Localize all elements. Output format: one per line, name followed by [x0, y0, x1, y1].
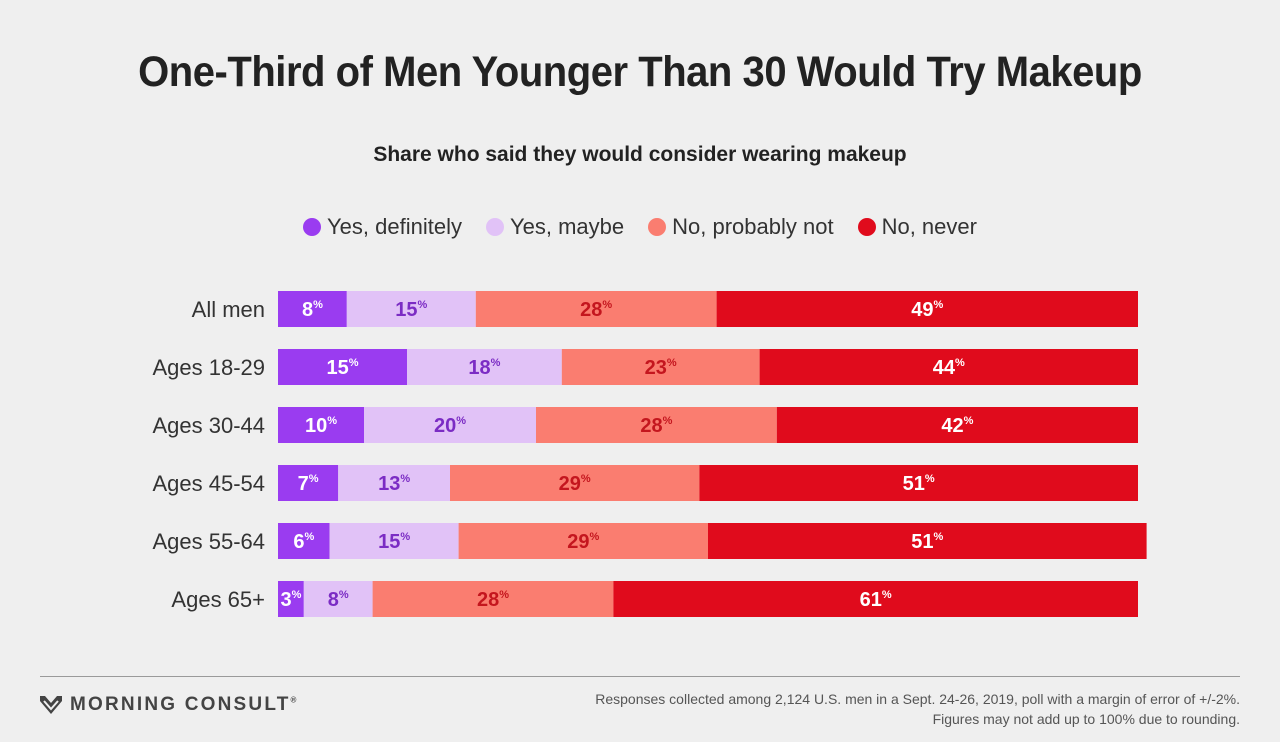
bar-ages-30-44-no-never [776, 407, 1138, 443]
bar-ages-18-29-yes-definitely [278, 349, 407, 385]
bar-ages-55-64-no-never [708, 523, 1147, 559]
bar-all-men-no-probably-not [475, 291, 717, 327]
legend: Yes, definitely Yes, maybe No, probably … [0, 214, 1280, 240]
legend-label-yes-maybe: Yes, maybe [509, 214, 625, 239]
legend-label-yes-definitely: Yes, definitely [327, 214, 462, 239]
bar-ages-30-44-yes-definitely [278, 407, 364, 443]
bar-all-men-no-never [716, 291, 1138, 327]
footnote-line-2: Figures may not add up to 100% due to ro… [932, 711, 1240, 727]
bar-ages-18-29-yes-maybe [407, 349, 562, 385]
category-label-ages-55-64: Ages 55-64 [152, 529, 265, 554]
stacked-bar-chart: All men 8% 15% 28% 49%Ages 18-29 15% 18% 23% 44%… [152, 291, 1147, 617]
bar-ages-18-29-no-probably-not [561, 349, 760, 385]
legend-swatch-yes-maybe [485, 218, 504, 236]
brand-name: MORNING CONSULT® [70, 694, 297, 715]
bar-ages-45-54-yes-maybe [338, 465, 450, 501]
bar-all-men-yes-definitely [278, 291, 347, 327]
footnote-line-1: Responses collected among 2,124 U.S. men… [595, 691, 1240, 707]
legend-item-yes-definitely: Yes, definitely [303, 214, 462, 240]
category-label-ages-30-44: Ages 30-44 [152, 413, 265, 438]
brand: MORNING CONSULT® [40, 694, 296, 716]
bar-ages-30-44-no-probably-not [536, 407, 777, 443]
bar-ages-45-54-no-probably-not [450, 465, 700, 501]
bar-ages-18-29-no-never [759, 349, 1138, 385]
legend-item-no-never: No, never [857, 214, 977, 240]
bar-all-men-yes-maybe [346, 291, 476, 327]
bar-ages-65-yes-maybe [303, 581, 373, 617]
bar-ages-65-yes-definitely [278, 581, 304, 617]
legend-swatch-no-probably-not [648, 218, 667, 236]
chart-subtitle: Share who said they would consider weari… [373, 143, 907, 166]
legend-swatch-yes-definitely [303, 218, 322, 236]
footer-divider [40, 676, 1240, 677]
legend-label-no-probably-not: No, probably not [672, 214, 834, 239]
legend-item-yes-maybe: Yes, maybe [485, 214, 625, 240]
chart-title: One-Third of Men Younger Than 30 Would T… [138, 48, 1142, 96]
bar-ages-30-44-yes-maybe [364, 407, 536, 443]
bar-ages-65-no-probably-not [372, 581, 614, 617]
bar-ages-45-54-no-never [699, 465, 1138, 501]
category-label-all-men: All men [192, 297, 265, 322]
category-label-ages-18-29: Ages 18-29 [152, 355, 265, 380]
bar-ages-55-64-no-probably-not [458, 523, 708, 559]
legend-swatch-no-never [857, 218, 876, 236]
bar-ages-55-64-yes-definitely [278, 523, 330, 559]
legend-label-no-never: No, never [881, 214, 977, 239]
category-label-ages-45-54: Ages 45-54 [152, 471, 265, 496]
bar-ages-55-64-yes-maybe [329, 523, 459, 559]
morning-consult-logo-icon [40, 696, 62, 714]
category-label-ages-65: Ages 65+ [171, 587, 265, 612]
legend-item-no-probably-not: No, probably not [648, 214, 834, 240]
footnote: Responses collected among 2,124 U.S. men… [595, 689, 1240, 729]
bar-ages-45-54-yes-definitely [278, 465, 339, 501]
bar-ages-65-no-never [613, 581, 1138, 617]
